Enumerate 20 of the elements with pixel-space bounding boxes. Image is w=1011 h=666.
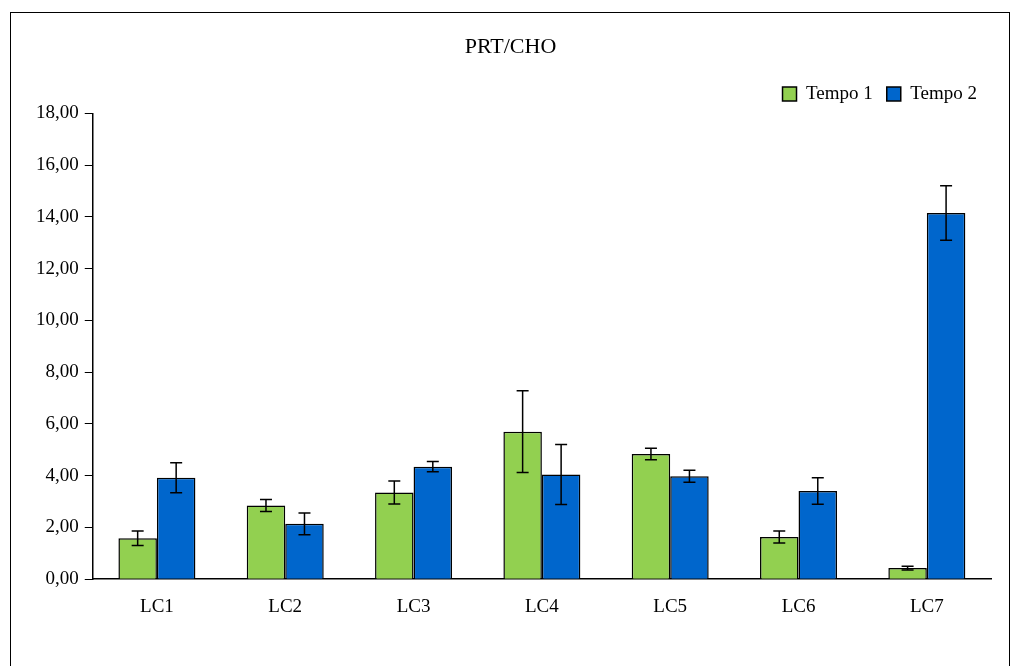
x-tick-label: LC5 bbox=[653, 594, 688, 616]
y-tick-label: 0,00 bbox=[45, 567, 79, 589]
y-tick-label: 16,00 bbox=[36, 153, 79, 175]
x-tick-label: LC7 bbox=[909, 594, 944, 616]
y-tick-label: 6,00 bbox=[45, 411, 79, 433]
x-tick-label: LC1 bbox=[140, 594, 174, 616]
y-tick-label: 12,00 bbox=[36, 256, 79, 278]
y-tick-label: 4,00 bbox=[45, 463, 79, 485]
y-tick-label: 10,00 bbox=[36, 308, 79, 330]
chart-title: PRT/CHO bbox=[464, 32, 557, 58]
y-tick-label: 18,00 bbox=[36, 101, 79, 123]
y-tick-label: 14,00 bbox=[36, 204, 79, 226]
legend-label: Tempo 1 bbox=[806, 81, 873, 103]
x-tick-label: LC3 bbox=[396, 594, 431, 616]
x-tick-label: LC2 bbox=[268, 594, 303, 616]
x-tick-label: LC6 bbox=[781, 594, 816, 616]
legend-label: Tempo 2 bbox=[910, 81, 978, 103]
y-tick-label: 8,00 bbox=[45, 360, 79, 382]
y-tick-label: 2,00 bbox=[45, 515, 79, 537]
x-tick-label: LC4 bbox=[524, 594, 560, 616]
